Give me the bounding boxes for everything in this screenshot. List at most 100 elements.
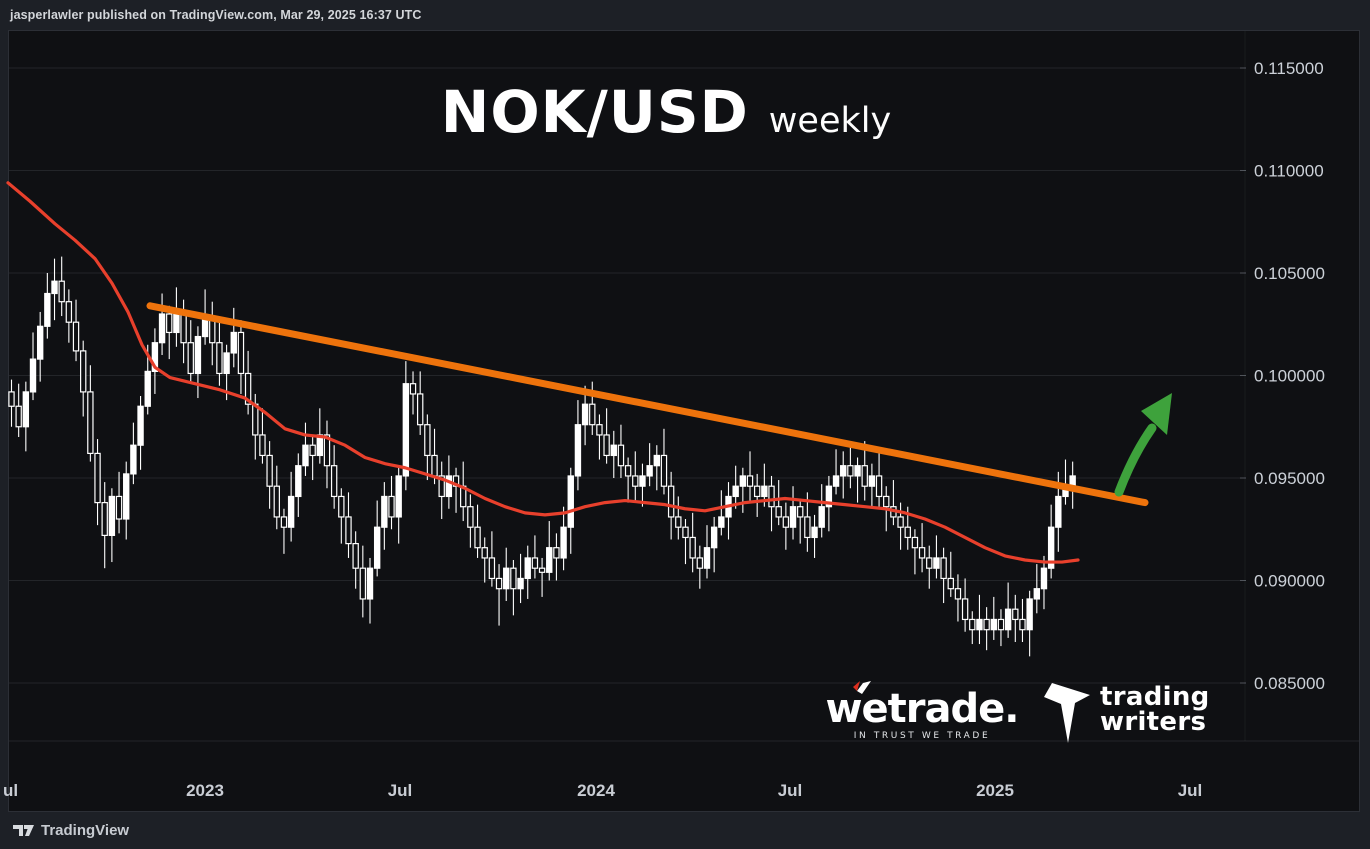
candle	[990, 596, 997, 640]
attribution-bar: jasperlawler published on TradingView.co…	[0, 0, 1370, 30]
candle	[847, 445, 854, 489]
candle	[1026, 590, 1033, 657]
candle	[409, 371, 417, 415]
time-axis-label: 2025	[976, 781, 1014, 800]
candle	[259, 408, 266, 464]
candle	[811, 514, 818, 558]
candle	[531, 535, 539, 579]
candle	[467, 494, 474, 548]
candle	[961, 578, 969, 632]
candle	[710, 516, 718, 573]
candle	[617, 424, 625, 478]
candle	[940, 547, 947, 604]
candle	[194, 326, 202, 399]
candle	[517, 553, 524, 604]
price-axis-label: 0.100000	[1254, 367, 1325, 386]
candle	[402, 361, 410, 491]
candle	[15, 383, 22, 437]
candle	[51, 258, 58, 321]
time-axis-label: 2024	[577, 781, 615, 800]
candle	[718, 490, 725, 536]
wetrade-watermark: wetrade. IN TRUST WE TRADE	[822, 681, 1022, 741]
candle	[983, 607, 990, 651]
candle	[660, 428, 668, 495]
candle	[187, 320, 194, 384]
candle	[101, 482, 108, 569]
candle	[646, 443, 653, 487]
candle	[72, 299, 80, 362]
candle	[130, 422, 137, 485]
candle	[832, 449, 840, 495]
candle	[933, 535, 940, 579]
candle	[653, 445, 661, 491]
candle	[460, 461, 467, 522]
candle	[976, 594, 983, 645]
candle	[739, 467, 747, 513]
candle	[560, 506, 567, 571]
candle	[388, 475, 395, 530]
trading-writers-arrow-icon	[1044, 683, 1090, 743]
candle	[624, 457, 632, 503]
candle	[474, 504, 481, 558]
candle	[538, 557, 546, 597]
candle	[87, 365, 94, 462]
candle	[115, 471, 123, 534]
candle	[244, 350, 252, 415]
candle	[79, 340, 87, 417]
candle	[94, 439, 101, 526]
candle	[546, 521, 553, 581]
candle	[166, 305, 173, 360]
candle	[452, 467, 460, 513]
candle	[209, 301, 216, 366]
chart-panel	[8, 30, 1360, 812]
candle	[1062, 459, 1069, 505]
candle	[137, 396, 144, 470]
candle	[273, 465, 280, 530]
candle	[488, 531, 496, 587]
candle	[416, 371, 424, 435]
candle	[768, 475, 775, 532]
candle	[65, 289, 73, 343]
candle	[918, 523, 926, 573]
candle	[969, 611, 976, 645]
candle	[381, 482, 388, 550]
candle	[481, 537, 488, 583]
candle	[789, 486, 797, 540]
candle	[309, 434, 316, 481]
candle	[581, 385, 589, 446]
time-axis-label: Jul	[778, 781, 803, 800]
candle	[266, 441, 273, 509]
candlestick-series	[8, 256, 1076, 657]
candle	[574, 400, 582, 491]
candle	[302, 422, 309, 476]
candle	[997, 609, 1005, 647]
trend-line	[146, 302, 1149, 507]
candle	[632, 451, 639, 501]
tradingview-brand-text: TradingView	[41, 822, 130, 839]
wetrade-check-icon	[852, 681, 871, 694]
candle	[1040, 555, 1048, 610]
candle	[947, 551, 954, 597]
time-axis-label: 2023	[186, 781, 224, 800]
candle	[524, 545, 531, 599]
trading-writers-text: trading writers	[1100, 682, 1210, 737]
candle	[954, 574, 962, 622]
candle	[295, 453, 302, 517]
candle	[854, 457, 861, 503]
candle	[553, 533, 560, 581]
candle	[36, 311, 44, 382]
candle	[373, 500, 381, 577]
candle	[911, 529, 919, 575]
price-axis-label: 0.105000	[1254, 264, 1325, 283]
candle	[732, 465, 739, 509]
price-axis-label: 0.085000	[1254, 674, 1325, 693]
candle	[875, 453, 883, 507]
candle	[287, 471, 295, 542]
price-axis-label: 0.090000	[1254, 572, 1325, 591]
candle	[1019, 598, 1026, 642]
time-axis-label: Jul	[1178, 781, 1203, 800]
candle	[158, 293, 166, 355]
candle	[280, 508, 288, 554]
